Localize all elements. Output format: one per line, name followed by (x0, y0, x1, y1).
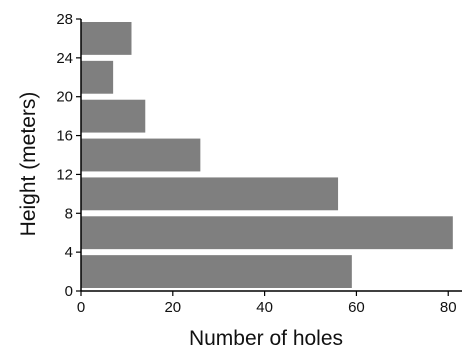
bar-16-20 (81, 99, 146, 133)
y-tick-label: 28 (56, 11, 73, 28)
y-axis-title: Height (meters) (17, 92, 40, 237)
bars-group (81, 22, 453, 288)
x-tick-label: 60 (348, 299, 365, 316)
x-tick-label: 0 (77, 299, 85, 316)
x-tick-label: 40 (256, 299, 273, 316)
y-tick-label: 12 (56, 166, 73, 183)
y-tick-label: 0 (65, 283, 73, 300)
y-tick-label: 4 (65, 244, 73, 261)
bar-4-8 (81, 216, 453, 250)
y-tick-label: 24 (56, 50, 73, 67)
y-tick-label: 16 (56, 128, 73, 145)
y-tick-label: 20 (56, 89, 73, 106)
bar-0-4 (81, 255, 352, 288)
x-tick-label: 80 (440, 299, 457, 316)
x-tick-label: 20 (164, 299, 181, 316)
bar-20-24 (81, 60, 114, 94)
bar-24-28 (81, 22, 132, 55)
axes-group (80, 19, 462, 292)
x-axis-title: Number of holes (189, 327, 343, 349)
bar-8-12 (81, 177, 339, 211)
ticks-group: 0 4 8 12 16 20 24 28 0 20 40 60 80 (56, 11, 456, 316)
bar-12-16 (81, 138, 201, 172)
y-tick-label: 8 (65, 205, 73, 222)
